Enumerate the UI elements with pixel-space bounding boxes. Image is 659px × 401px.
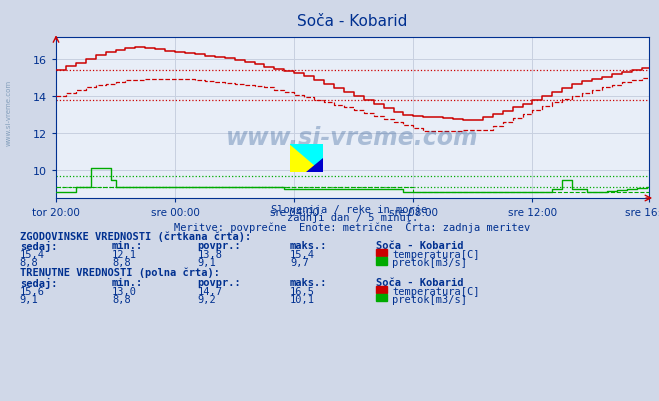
Polygon shape [306, 158, 323, 172]
Text: Soča - Kobarid: Soča - Kobarid [376, 277, 463, 287]
Text: povpr.:: povpr.: [198, 277, 241, 287]
Text: pretok[m3/s]: pretok[m3/s] [392, 294, 467, 304]
Text: temperatura[C]: temperatura[C] [392, 286, 480, 296]
Text: TRENUTNE VREDNOSTI (polna črta):: TRENUTNE VREDNOSTI (polna črta): [20, 267, 219, 277]
Text: temperatura[C]: temperatura[C] [392, 249, 480, 259]
Text: 14,7: 14,7 [198, 286, 223, 296]
Text: sedaj:: sedaj: [20, 241, 57, 251]
Text: 15,4: 15,4 [20, 249, 45, 259]
Text: 9,2: 9,2 [198, 294, 216, 304]
Text: Soča - Kobarid: Soča - Kobarid [297, 14, 408, 29]
Text: 12,1: 12,1 [112, 249, 137, 259]
Text: maks.:: maks.: [290, 241, 328, 251]
Text: maks.:: maks.: [290, 277, 328, 287]
Text: 9,1: 9,1 [198, 258, 216, 268]
Text: min.:: min.: [112, 241, 143, 251]
Text: sedaj:: sedaj: [20, 277, 57, 288]
Text: 10,1: 10,1 [290, 294, 315, 304]
Text: 9,7: 9,7 [290, 258, 308, 268]
Text: 8,8: 8,8 [112, 258, 130, 268]
Text: 13,0: 13,0 [112, 286, 137, 296]
Text: zadnji dan / 5 minut.: zadnji dan / 5 minut. [287, 213, 418, 223]
Text: www.si-vreme.com: www.si-vreme.com [5, 79, 12, 145]
Text: 15,6: 15,6 [20, 286, 45, 296]
Text: 9,1: 9,1 [20, 294, 38, 304]
Text: 15,4: 15,4 [290, 249, 315, 259]
Text: min.:: min.: [112, 277, 143, 287]
Text: Slovenija / reke in morje.: Slovenija / reke in morje. [272, 205, 434, 215]
Text: pretok[m3/s]: pretok[m3/s] [392, 258, 467, 268]
Text: povpr.:: povpr.: [198, 241, 241, 251]
Text: www.si-vreme.com: www.si-vreme.com [226, 126, 479, 150]
Text: Soča - Kobarid: Soča - Kobarid [376, 241, 463, 251]
Text: Meritve: povprečne  Enote: metrične  Črta: zadnja meritev: Meritve: povprečne Enote: metrične Črta:… [175, 221, 530, 233]
Text: 13,8: 13,8 [198, 249, 223, 259]
Text: 8,8: 8,8 [20, 258, 38, 268]
Text: ZGODOVINSKE VREDNOSTI (črtkana črta):: ZGODOVINSKE VREDNOSTI (črtkana črta): [20, 231, 251, 241]
Text: 16,5: 16,5 [290, 286, 315, 296]
Text: 8,8: 8,8 [112, 294, 130, 304]
Polygon shape [290, 144, 323, 172]
